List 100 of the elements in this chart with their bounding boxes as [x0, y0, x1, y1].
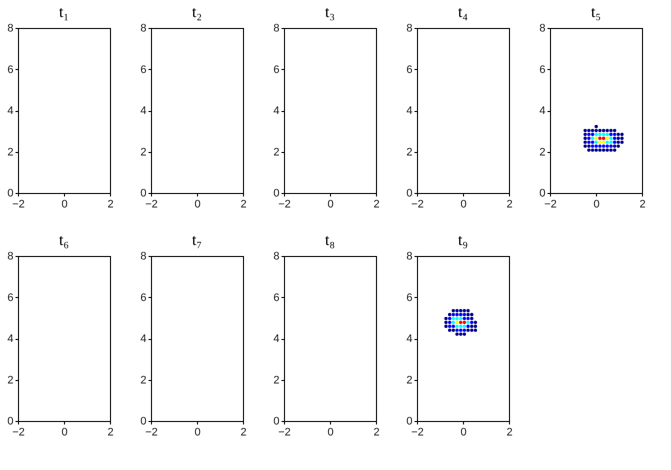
point: [612, 140, 616, 144]
point: [620, 136, 624, 140]
point: [609, 140, 613, 144]
point: [444, 316, 448, 320]
point: [620, 132, 624, 136]
x-tick-label: 0: [61, 198, 68, 210]
point: [590, 128, 594, 132]
chart-title: t₃: [324, 4, 336, 21]
y-tick-label: 0: [140, 416, 146, 428]
point: [594, 136, 598, 140]
x-tick-label: −2: [12, 198, 25, 210]
point: [462, 332, 466, 336]
point: [466, 312, 470, 316]
point: [587, 136, 591, 140]
point: [452, 320, 455, 324]
y-tick-label: 2: [7, 146, 14, 158]
x-tick-label: 0: [327, 426, 334, 438]
point: [455, 332, 459, 336]
x-tick-label: 2: [506, 198, 513, 210]
y-tick-label: 6: [406, 64, 412, 76]
point: [459, 309, 462, 312]
point: [602, 140, 606, 144]
point: [470, 312, 474, 316]
y-tick-label: 0: [406, 416, 412, 428]
point: [594, 140, 598, 144]
point: [470, 316, 474, 320]
point: [606, 144, 609, 148]
point: [452, 309, 455, 312]
x-tick-label: 0: [194, 426, 201, 438]
point: [455, 312, 459, 316]
point: [474, 328, 478, 332]
x-tick-label: 2: [373, 198, 380, 210]
x-tick-label: 0: [194, 198, 201, 210]
y-tick-label: 8: [140, 250, 146, 262]
x-tick-label: 2: [107, 198, 114, 210]
y-tick-label: 8: [273, 250, 280, 262]
point: [616, 132, 620, 136]
y-tick-label: 0: [7, 416, 14, 428]
y-tick-label: 2: [140, 374, 146, 386]
y-tick-label: 0: [273, 416, 280, 428]
point: [602, 144, 606, 148]
y-tick-label: 6: [140, 292, 146, 304]
x-tick-label: 0: [593, 198, 600, 210]
point: [602, 148, 606, 152]
y-tick-label: 2: [273, 374, 280, 386]
x-tick-label: −2: [145, 426, 158, 438]
point: [606, 136, 609, 140]
y-tick-label: 8: [140, 22, 146, 34]
point: [470, 320, 474, 324]
point: [462, 309, 466, 312]
point: [594, 128, 598, 132]
point: [616, 140, 620, 144]
point: [448, 328, 452, 332]
chart-title: t₉: [458, 232, 468, 249]
point: [609, 148, 613, 152]
point: [594, 132, 598, 136]
point: [609, 144, 613, 148]
point: [606, 132, 609, 136]
point: [590, 132, 594, 136]
y-tick-label: 4: [7, 333, 14, 345]
point: [462, 312, 466, 316]
x-tick-label: 2: [240, 426, 247, 438]
point: [455, 316, 459, 320]
point: [590, 144, 594, 148]
point: [590, 136, 594, 140]
y-tick-label: 6: [273, 292, 280, 304]
point: [455, 324, 459, 328]
x-tick-label: 0: [327, 198, 334, 210]
point: [452, 328, 455, 332]
point: [459, 312, 462, 316]
x-tick-label: 2: [107, 426, 114, 438]
y-tick-label: 2: [539, 146, 546, 158]
chart-title: t₇: [192, 232, 202, 249]
y-tick-label: 4: [7, 105, 14, 117]
point: [455, 320, 459, 324]
point: [590, 148, 594, 152]
y-tick-label: 2: [140, 146, 146, 158]
point: [462, 316, 466, 320]
y-tick-label: 4: [140, 105, 146, 117]
point: [587, 140, 591, 144]
point: [459, 328, 462, 332]
point: [587, 148, 591, 152]
y-tick-label: 6: [273, 64, 280, 76]
point: [609, 132, 613, 136]
point: [594, 144, 598, 148]
x-tick-label: 0: [460, 426, 467, 438]
y-tick-label: 8: [273, 22, 280, 34]
x-tick-label: 0: [460, 198, 467, 210]
point: [612, 128, 616, 132]
x-tick-label: −2: [278, 426, 291, 438]
y-tick-label: 6: [7, 64, 14, 76]
x-tick-label: −2: [145, 198, 158, 210]
point: [609, 136, 613, 140]
point: [474, 320, 478, 324]
point: [462, 324, 466, 328]
y-tick-label: 8: [539, 22, 546, 34]
point: [620, 140, 624, 144]
point: [459, 320, 462, 324]
y-tick-label: 2: [7, 374, 14, 386]
y-tick-label: 4: [273, 105, 280, 117]
